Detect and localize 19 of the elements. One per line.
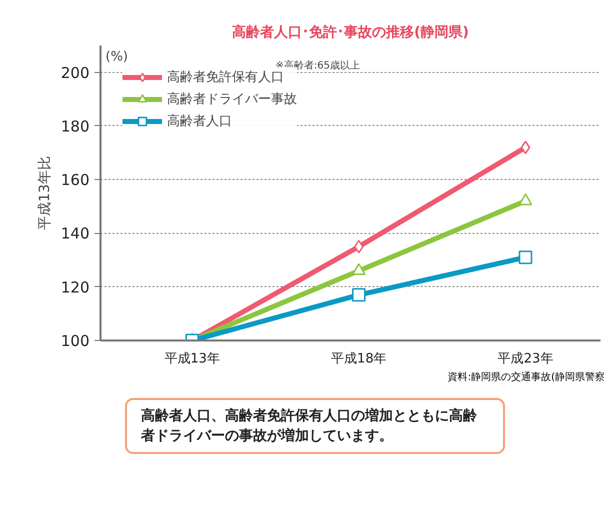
y-tick-label: 120	[60, 278, 90, 296]
x-tick-label: 平成13年	[164, 352, 220, 366]
y-tick-label: 140	[60, 224, 90, 243]
legend-label: 高齢者免許保有人口	[167, 70, 284, 86]
y-tick-label: 160	[60, 171, 90, 190]
legend-label: 高齢者人口	[167, 113, 232, 130]
y-axis-title: 平成13年比	[36, 156, 53, 230]
point	[520, 140, 530, 154]
x-tick-label: 平成23年	[498, 352, 554, 366]
y-tick-label: 180	[60, 117, 90, 136]
annotation: (%)	[106, 50, 128, 64]
annotation: ※高齢者:65歳以上	[276, 60, 360, 72]
point	[354, 240, 364, 254]
y-tick-label: 200	[60, 64, 90, 82]
x-tick-label: 平成18年	[331, 352, 387, 366]
legend-label: 高齢者ドライバー事故	[167, 91, 297, 108]
text: 高齢者人口、高齢者免許保有人口の増加とともに高齢者ドライバーの事故が増加しています。	[141, 406, 478, 446]
y-tick-label: 100	[60, 332, 90, 350]
chart-title: 高齢者人口･免許･事故の推移(静岡県)	[232, 24, 469, 40]
